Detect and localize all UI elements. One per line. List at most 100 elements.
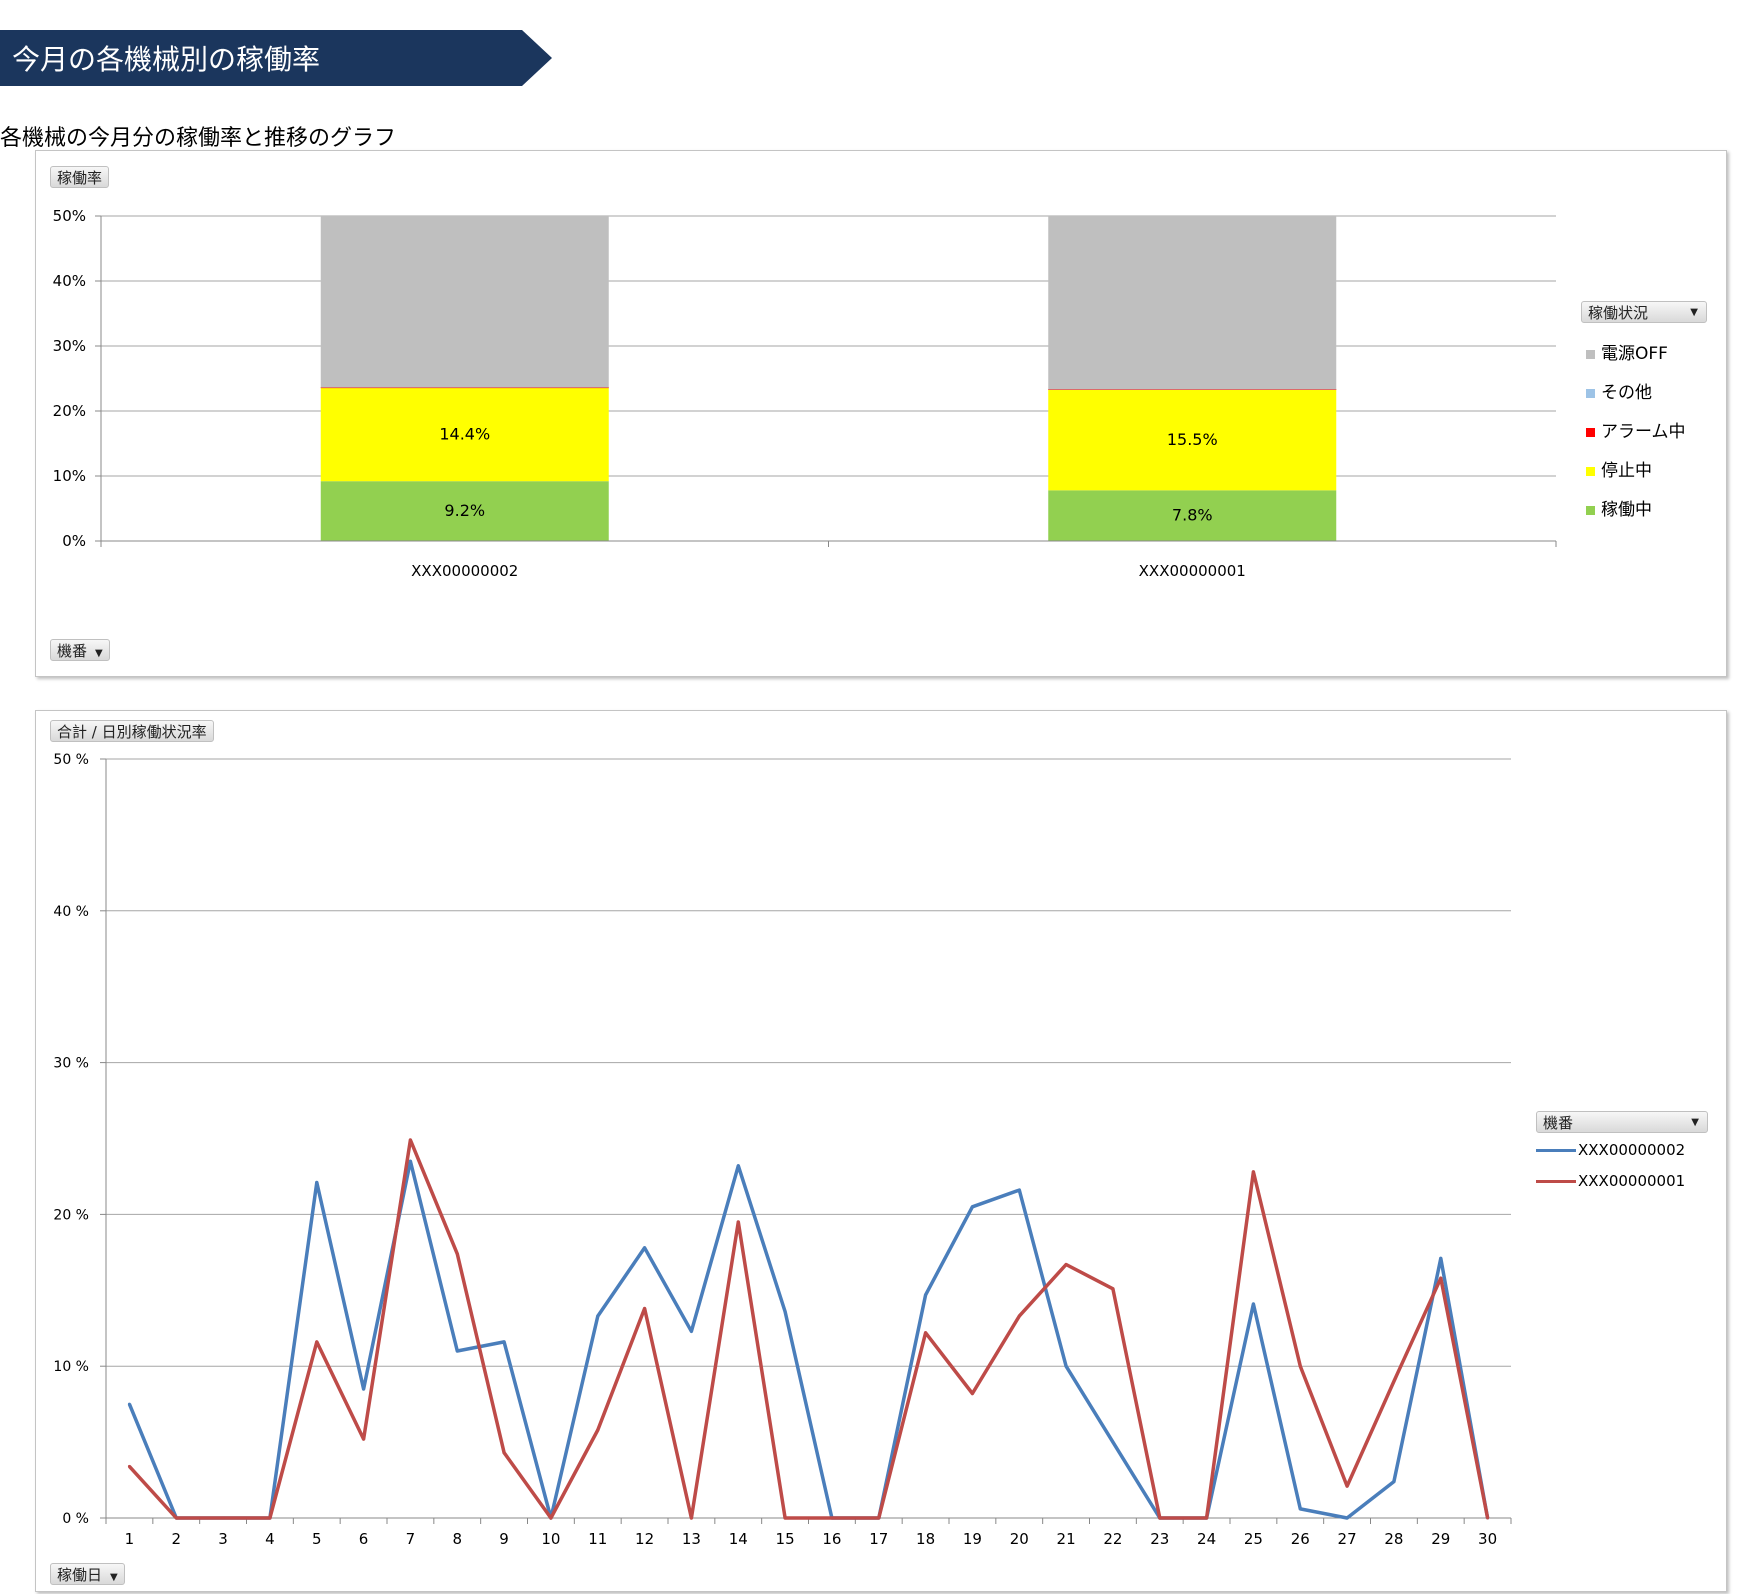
legend-swatch [1586, 388, 1595, 398]
data-point [830, 1516, 834, 1520]
data-point [1251, 1302, 1255, 1306]
data-point [1345, 1516, 1349, 1520]
data-point [315, 1181, 319, 1185]
x-tick-label: 9 [499, 1530, 509, 1548]
data-label: 7.8% [1172, 506, 1213, 525]
legend-swatch [1586, 466, 1595, 476]
legend-item: その他 [1586, 378, 1652, 403]
value-field-button[interactable]: 合計 / 日別稼働状況率 [50, 720, 214, 742]
value-field-button[interactable]: 稼働率 [50, 166, 110, 188]
data-point [408, 1138, 412, 1142]
y-tick-label: 40 % [53, 904, 89, 920]
data-point [362, 1387, 366, 1391]
legend-field-button[interactable]: 稼働状況 ▼ [1581, 301, 1707, 323]
y-tick-label: 30 % [53, 1056, 89, 1072]
legend-label: 稼働中 [1601, 500, 1652, 520]
data-point [315, 1340, 319, 1344]
data-label: 15.5% [1167, 430, 1218, 449]
data-point [1064, 1364, 1068, 1368]
y-tick-label: 10% [53, 467, 86, 485]
data-point [127, 1464, 131, 1468]
y-tick-label: 40% [53, 272, 86, 290]
bar-segment [320, 387, 609, 482]
data-point [174, 1516, 178, 1520]
data-point [502, 1340, 506, 1344]
y-tick-label: 20 % [53, 1207, 89, 1223]
data-point [924, 1331, 928, 1335]
x-tick-label: 16 [822, 1530, 841, 1548]
x-tick-label: 5 [312, 1530, 322, 1548]
legend-field-label: 稼働状況 [1588, 304, 1649, 322]
y-tick-label: 50 % [53, 752, 89, 768]
data-point [1017, 1188, 1021, 1192]
legend-item: XXX00000002 [1536, 1141, 1685, 1159]
data-point [1111, 1440, 1115, 1444]
x-tick-label: 4 [265, 1530, 275, 1548]
data-point [1392, 1480, 1396, 1484]
x-tick-label: 19 [963, 1530, 982, 1548]
data-point [643, 1246, 647, 1250]
data-point [362, 1437, 366, 1441]
x-tick-label: 27 [1338, 1530, 1357, 1548]
legend-field-label: 機番 [1543, 1114, 1574, 1132]
data-point [783, 1310, 787, 1314]
y-tick-label: 50% [53, 207, 86, 225]
dropdown-arrow-icon: ▼ [110, 1572, 118, 1583]
legend-line-swatch [1536, 1149, 1576, 1152]
axis-field-label: 機番 [57, 642, 88, 660]
legend-field-button[interactable]: 機番 ▼ [1536, 1111, 1708, 1133]
data-point [1251, 1170, 1255, 1174]
bar-segment [1048, 389, 1337, 491]
series-line [127, 1159, 1490, 1520]
data-point [127, 1402, 131, 1406]
x-tick-label: 26 [1291, 1530, 1310, 1548]
x-tick-label: 17 [869, 1530, 888, 1548]
data-point [924, 1293, 928, 1297]
dropdown-arrow-icon: ▼ [1691, 1117, 1699, 1128]
legend-label: 電源OFF [1601, 344, 1668, 364]
x-tick-label: 24 [1197, 1530, 1216, 1548]
legend-item: 稼働中 [1586, 495, 1652, 520]
data-point [689, 1516, 693, 1520]
data-point [736, 1220, 740, 1224]
bar-segment [320, 216, 609, 388]
y-tick-label: 10 % [53, 1359, 89, 1375]
page-subtitle: 各機械の今月分の稼働率と推移のグラフ [0, 126, 397, 151]
legend-item: XXX00000001 [1536, 1172, 1685, 1190]
value-field-label: 稼働率 [57, 169, 103, 187]
data-point [221, 1516, 225, 1520]
legend-item: 停止中 [1586, 456, 1652, 481]
axis-field-button[interactable]: 稼働日 ▼ [50, 1563, 125, 1585]
data-point [783, 1516, 787, 1520]
data-point [1064, 1262, 1068, 1266]
data-point [596, 1314, 600, 1318]
value-field-label: 合計 / 日別稼働状況率 [57, 723, 207, 741]
legend-label: アラーム中 [1601, 422, 1686, 442]
data-point [549, 1516, 553, 1520]
x-tick-label: 30 [1478, 1530, 1497, 1548]
data-point [970, 1392, 974, 1396]
bar-segment [1048, 490, 1337, 541]
x-tick-label: 10 [541, 1530, 560, 1548]
x-tick-label: 14 [729, 1530, 748, 1548]
data-point [268, 1516, 272, 1520]
data-point [643, 1307, 647, 1311]
axis-field-label: 稼働日 [57, 1566, 103, 1584]
data-point [455, 1252, 459, 1256]
header-banner: 今月の各機械別の稼働率 [0, 30, 552, 86]
stacked-bar-chart: 0%10%20%30%40%50%9.2%14.4%0.0%XXX0000000… [53, 207, 1557, 580]
x-tick-label: XXX00000001 [1139, 562, 1246, 580]
x-tick-label: 8 [452, 1530, 462, 1548]
x-tick-label: 12 [635, 1530, 654, 1548]
x-tick-label: 29 [1431, 1530, 1450, 1548]
x-tick-label: 15 [776, 1530, 795, 1548]
x-tick-label: 21 [1057, 1530, 1076, 1548]
bar-segment [320, 481, 609, 541]
x-tick-label: 25 [1244, 1530, 1263, 1548]
data-point [689, 1329, 693, 1333]
axis-field-button[interactable]: 機番 ▼ [50, 639, 110, 661]
data-point [1392, 1379, 1396, 1383]
data-point [877, 1516, 881, 1520]
y-tick-label: 0 % [62, 1511, 89, 1527]
banner-shape [0, 30, 552, 86]
